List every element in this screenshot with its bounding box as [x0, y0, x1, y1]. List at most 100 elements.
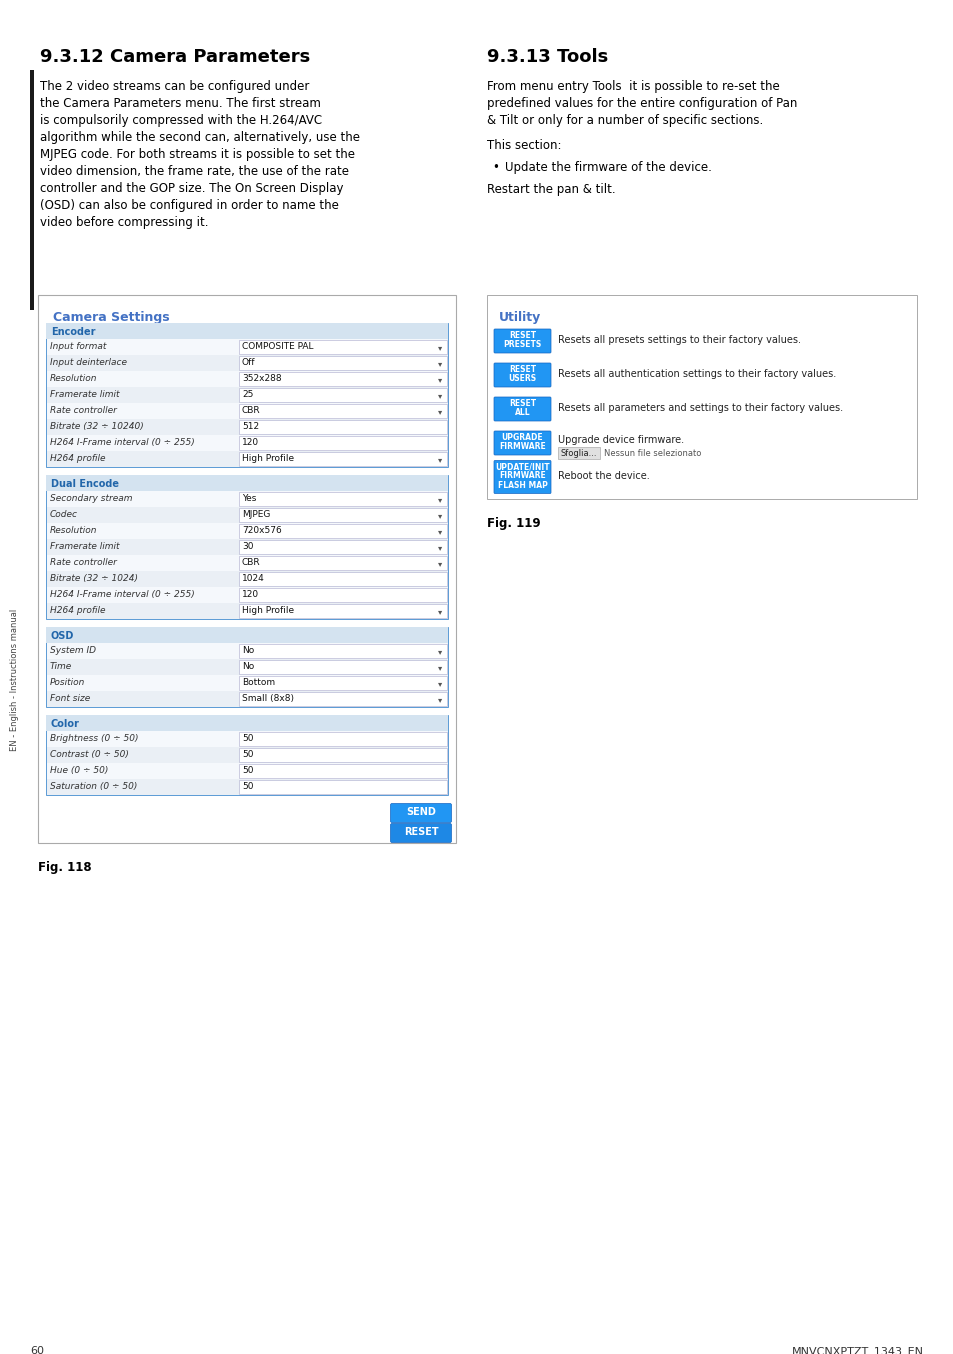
Text: 9.3.12 Camera Parameters: 9.3.12 Camera Parameters — [40, 47, 310, 66]
Bar — [47, 539, 447, 555]
Text: High Profile: High Profile — [242, 607, 294, 615]
Text: No: No — [242, 646, 253, 655]
Text: Restart the pan & tilt.: Restart the pan & tilt. — [486, 183, 615, 196]
Text: ▾: ▾ — [437, 510, 442, 520]
Text: H264 profile: H264 profile — [50, 454, 106, 463]
Bar — [238, 452, 447, 466]
Text: Rate controller: Rate controller — [50, 406, 117, 414]
Text: controller and the GOP size. The On Screen Display: controller and the GOP size. The On Scre… — [40, 181, 343, 195]
Text: CBR: CBR — [242, 406, 260, 414]
Bar — [46, 715, 448, 731]
Bar — [238, 524, 447, 538]
Bar — [238, 780, 447, 793]
Bar — [47, 676, 447, 691]
Bar — [238, 645, 447, 658]
Bar — [47, 523, 447, 539]
Text: Yes: Yes — [242, 494, 256, 502]
FancyBboxPatch shape — [494, 363, 551, 387]
Bar — [238, 764, 447, 779]
Bar — [238, 508, 447, 523]
Text: Bitrate (32 ÷ 1024): Bitrate (32 ÷ 1024) — [50, 574, 138, 584]
Text: algorithm while the second can, alternatively, use the: algorithm while the second can, alternat… — [40, 131, 359, 144]
Text: Bottom: Bottom — [242, 678, 274, 686]
Text: ▾: ▾ — [437, 695, 442, 704]
Text: Position: Position — [50, 678, 85, 686]
Bar — [238, 604, 447, 617]
Text: This section:: This section: — [486, 139, 561, 152]
Text: ▾: ▾ — [437, 408, 442, 416]
Bar — [238, 659, 447, 674]
Bar — [47, 355, 447, 371]
Text: CBR: CBR — [242, 558, 260, 567]
Text: 50: 50 — [242, 750, 253, 760]
Bar — [30, 70, 34, 310]
Text: FIRMWARE: FIRMWARE — [498, 441, 545, 451]
Bar — [47, 747, 447, 764]
Text: Rate controller: Rate controller — [50, 558, 117, 567]
Bar — [46, 475, 448, 492]
Text: MJPEG: MJPEG — [242, 510, 270, 519]
Bar — [46, 324, 448, 467]
Text: predefined values for the entire configuration of Pan: predefined values for the entire configu… — [486, 97, 797, 110]
Text: 50: 50 — [242, 783, 253, 791]
Bar — [238, 403, 447, 418]
Text: 25: 25 — [242, 390, 253, 399]
Bar — [238, 571, 447, 586]
Text: Fig. 118: Fig. 118 — [38, 861, 91, 873]
Bar — [47, 588, 447, 603]
Bar — [238, 356, 447, 370]
Text: 512: 512 — [242, 422, 259, 431]
Text: Hue (0 ÷ 50): Hue (0 ÷ 50) — [50, 766, 109, 774]
Text: ▾: ▾ — [437, 527, 442, 536]
Text: Camera Settings: Camera Settings — [53, 311, 170, 324]
Bar — [47, 338, 447, 355]
Text: Secondary stream: Secondary stream — [50, 494, 132, 502]
Text: USERS: USERS — [508, 374, 536, 383]
Text: video dimension, the frame rate, the use of the rate: video dimension, the frame rate, the use… — [40, 165, 349, 177]
Text: ▾: ▾ — [437, 607, 442, 616]
Text: RESET: RESET — [508, 366, 536, 374]
Bar — [558, 447, 599, 459]
Text: Saturation (0 ÷ 50): Saturation (0 ÷ 50) — [50, 783, 137, 791]
Text: Update the firmware of the device.: Update the firmware of the device. — [504, 161, 711, 175]
Text: 60: 60 — [30, 1346, 44, 1354]
Text: PRESETS: PRESETS — [503, 340, 541, 349]
Text: ▾: ▾ — [437, 543, 442, 552]
Bar — [47, 371, 447, 387]
Text: Codec: Codec — [50, 510, 78, 519]
Text: ▾: ▾ — [437, 647, 442, 655]
Bar — [238, 389, 447, 402]
Text: Resets all authentication settings to their factory values.: Resets all authentication settings to th… — [558, 370, 836, 379]
Bar — [46, 715, 448, 795]
Text: Resolution: Resolution — [50, 374, 97, 383]
FancyBboxPatch shape — [494, 329, 551, 353]
Text: 50: 50 — [242, 734, 253, 743]
Bar — [238, 372, 447, 386]
Text: UPDATE/INIT: UPDATE/INIT — [495, 463, 549, 471]
Text: Encoder: Encoder — [51, 328, 95, 337]
Text: Fig. 119: Fig. 119 — [486, 517, 540, 529]
FancyBboxPatch shape — [494, 460, 551, 493]
Text: Time: Time — [50, 662, 72, 672]
Text: H264 profile: H264 profile — [50, 607, 106, 615]
Text: The 2 video streams can be configured under: The 2 video streams can be configured un… — [40, 80, 309, 93]
Text: 9.3.13 Tools: 9.3.13 Tools — [486, 47, 608, 66]
Text: RESET: RESET — [508, 330, 536, 340]
Text: H264 I-Frame interval (0 ÷ 255): H264 I-Frame interval (0 ÷ 255) — [50, 590, 194, 598]
Text: is compulsorily compressed with the H.264/AVC: is compulsorily compressed with the H.26… — [40, 114, 322, 127]
Bar — [238, 492, 447, 506]
Text: FIRMWARE: FIRMWARE — [498, 471, 545, 481]
Text: Resolution: Resolution — [50, 525, 97, 535]
Text: EN - English - Instructions manual: EN - English - Instructions manual — [10, 609, 19, 751]
Text: ▾: ▾ — [437, 496, 442, 504]
Bar — [47, 659, 447, 676]
Bar — [238, 436, 447, 450]
Text: 352x288: 352x288 — [242, 374, 281, 383]
Text: video before compressing it.: video before compressing it. — [40, 217, 209, 229]
Bar — [38, 295, 456, 844]
Text: 1024: 1024 — [242, 574, 264, 584]
Text: (OSD) can also be configured in order to name the: (OSD) can also be configured in order to… — [40, 199, 338, 213]
Bar — [47, 506, 447, 523]
Text: Font size: Font size — [50, 695, 91, 703]
Text: Small (8x8): Small (8x8) — [242, 695, 294, 703]
